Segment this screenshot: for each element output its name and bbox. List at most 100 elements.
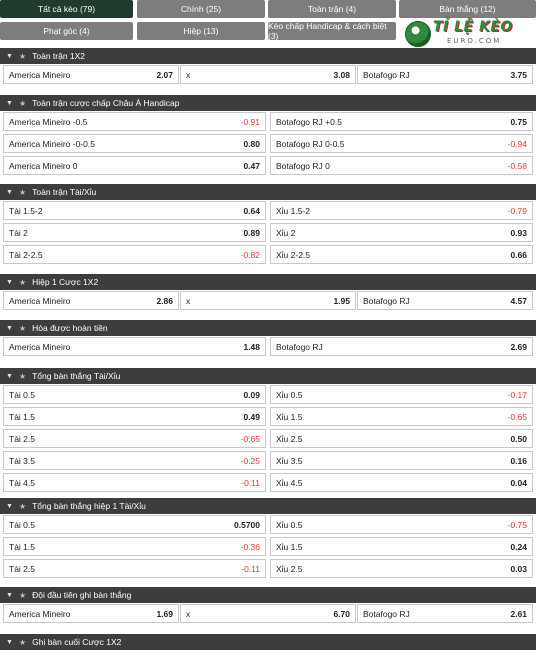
market-header[interactable]: ▼ ★ Tổng bàn thắng hiệp 1 Tài/Xỉu bbox=[0, 498, 536, 514]
selection-label: Botafogo RJ 0-0.5 bbox=[276, 138, 345, 149]
odds-cell[interactable]: America Mineiro -0-0.5 0.80 bbox=[3, 134, 266, 153]
odds-cell[interactable]: Xỉu 2.5 0.50 bbox=[270, 429, 533, 448]
selection-label: Xỉu 1.5-2 bbox=[276, 205, 311, 216]
collapse-chevron-icon[interactable]: ▼ bbox=[6, 324, 13, 332]
odds-cell[interactable]: Xỉu 2-2.5 0.66 bbox=[270, 245, 533, 264]
selection-label: Xỉu 1.5 bbox=[276, 411, 303, 422]
selection-label: Botafogo RJ bbox=[276, 341, 323, 352]
market-header[interactable]: ▼ ★ Hiệp 1 Cược 1X2 bbox=[0, 274, 536, 290]
odds-cell[interactable]: Xỉu 1.5 0.24 bbox=[270, 537, 533, 556]
collapse-chevron-icon[interactable]: ▼ bbox=[6, 591, 13, 599]
odds-cell[interactable]: Tài 0.5 0.09 bbox=[3, 385, 266, 404]
odds-cell[interactable]: Tài 2.5 -0.65 bbox=[3, 429, 266, 448]
odds-cell[interactable]: x 3.08 bbox=[180, 65, 356, 84]
favorite-star-icon[interactable]: ★ bbox=[18, 51, 27, 61]
selection-label: Tài 1.5 bbox=[9, 541, 35, 552]
market-header[interactable]: ▼ ★ Toàn trận 1X2 bbox=[0, 48, 536, 64]
odds-cell[interactable]: Tài 2-2.5 -0.82 bbox=[3, 245, 266, 264]
market-header[interactable]: ▼ ★ Hòa được hoàn tiền bbox=[0, 320, 536, 336]
collapse-chevron-icon[interactable]: ▼ bbox=[6, 188, 13, 196]
tab-all-markets[interactable]: Tất cả kèo (79) bbox=[0, 0, 133, 18]
favorite-star-icon[interactable]: ★ bbox=[18, 590, 27, 600]
odds-cell[interactable]: Botafogo RJ 3.75 bbox=[357, 65, 533, 84]
odds-value: 1.69 bbox=[156, 608, 173, 619]
market-header[interactable]: ▼ ★ Đội đầu tiên ghi bàn thắng bbox=[0, 587, 536, 603]
site-logo[interactable]: TỈ LỆ KÈO EURO.COM bbox=[401, 19, 533, 49]
tab-main[interactable]: Chính (25) bbox=[137, 0, 265, 18]
odds-cell[interactable]: Tài 1.5 -0.36 bbox=[3, 537, 266, 556]
odds-cell[interactable]: Botafogo RJ 2.61 bbox=[357, 604, 533, 623]
odds-cell[interactable]: Xỉu 2 0.93 bbox=[270, 223, 533, 242]
odds-cell[interactable]: Tài 3.5 -0.25 bbox=[3, 451, 266, 470]
odds-cell[interactable]: x 1.95 bbox=[180, 291, 356, 310]
odds-cell[interactable]: Tài 2 0.89 bbox=[3, 223, 266, 242]
odds-value: -0.11 bbox=[241, 477, 260, 488]
odds-cell[interactable]: America Mineiro -0.5 -0.91 bbox=[3, 112, 266, 131]
odds-cell[interactable]: Tài 2.5 -0.11 bbox=[3, 559, 266, 578]
tab-handicap[interactable]: Kèo chấp Handicap & cách biệt (3) bbox=[268, 21, 396, 41]
market-title: Hòa được hoàn tiền bbox=[32, 323, 108, 333]
odds-cell[interactable]: Tài 0.5 0.5700 bbox=[3, 515, 266, 534]
odds-cell[interactable]: Xỉu 1.5-2 -0.79 bbox=[270, 201, 533, 220]
odds-cell[interactable]: America Mineiro 2.07 bbox=[3, 65, 179, 84]
collapse-chevron-icon[interactable]: ▼ bbox=[6, 372, 13, 380]
favorite-star-icon[interactable]: ★ bbox=[18, 637, 27, 647]
odds-cell[interactable]: America Mineiro 2.86 bbox=[3, 291, 179, 310]
odds-value: 2.61 bbox=[510, 608, 527, 619]
tab-half[interactable]: Hiệp (13) bbox=[137, 22, 265, 40]
collapse-chevron-icon[interactable]: ▼ bbox=[6, 502, 13, 510]
odds-cell[interactable]: Xỉu 1.5 -0.65 bbox=[270, 407, 533, 426]
selection-label: x bbox=[186, 608, 191, 619]
odds-cell[interactable]: America Mineiro 1.69 bbox=[3, 604, 179, 623]
odds-cell[interactable]: Xỉu 0.5 -0.17 bbox=[270, 385, 533, 404]
selection-label: Botafogo RJ bbox=[363, 295, 410, 306]
market-header[interactable]: ▼ ★ Ghi bàn cuối Cược 1X2 bbox=[0, 634, 536, 650]
tab-goals[interactable]: Bàn thắng (12) bbox=[399, 0, 536, 18]
favorite-star-icon[interactable]: ★ bbox=[18, 277, 27, 287]
odds-cell[interactable]: Botafogo RJ 2.69 bbox=[270, 337, 533, 356]
favorite-star-icon[interactable]: ★ bbox=[18, 371, 27, 381]
odds-cell[interactable]: Xỉu 3.5 0.16 bbox=[270, 451, 533, 470]
market-header[interactable]: ▼ ★ Tổng bàn thắng Tài/Xỉu bbox=[0, 368, 536, 384]
odds-value: 0.64 bbox=[243, 205, 260, 216]
odds-cell[interactable]: Botafogo RJ 0-0.5 -0.94 bbox=[270, 134, 533, 153]
odds-value: 2.69 bbox=[510, 341, 527, 352]
market-header[interactable]: ▼ ★ Toàn trận cược chấp Châu Á Handicap bbox=[0, 95, 536, 111]
odds-value: -0.58 bbox=[507, 160, 527, 171]
favorite-star-icon[interactable]: ★ bbox=[18, 98, 27, 108]
odds-value: 1.95 bbox=[333, 295, 350, 306]
football-icon bbox=[405, 21, 431, 47]
logo-subtext: EURO.COM bbox=[447, 37, 502, 45]
tab-full-match[interactable]: Toàn trận (4) bbox=[268, 0, 396, 18]
selection-label: America Mineiro bbox=[9, 69, 71, 80]
odds-value: 4.57 bbox=[510, 295, 527, 306]
favorite-star-icon[interactable]: ★ bbox=[18, 501, 27, 511]
odds-cell[interactable]: Tài 1.5-2 0.64 bbox=[3, 201, 266, 220]
odds-cell[interactable]: America Mineiro 0 0.47 bbox=[3, 156, 266, 175]
odds-cell[interactable]: Tài 4.5 -0.11 bbox=[3, 473, 266, 492]
odds-cell[interactable]: Xỉu 2.5 0.03 bbox=[270, 559, 533, 578]
odds-cell[interactable]: Tài 1.5 0.49 bbox=[3, 407, 266, 426]
market-header[interactable]: ▼ ★ Toàn trận Tài/Xỉu bbox=[0, 184, 536, 200]
collapse-chevron-icon[interactable]: ▼ bbox=[6, 99, 13, 107]
selection-label: Tài 4.5 bbox=[9, 477, 35, 488]
odds-cell[interactable]: Botafogo RJ 0 -0.58 bbox=[270, 156, 533, 175]
selection-label: Botafogo RJ bbox=[363, 608, 410, 619]
collapse-chevron-icon[interactable]: ▼ bbox=[6, 52, 13, 60]
odds-cell[interactable]: Xỉu 0.5 -0.75 bbox=[270, 515, 533, 534]
odds-value: -0.82 bbox=[240, 249, 260, 260]
collapse-chevron-icon[interactable]: ▼ bbox=[6, 638, 13, 646]
tab-corners[interactable]: Phạt góc (4) bbox=[0, 22, 133, 40]
collapse-chevron-icon[interactable]: ▼ bbox=[6, 278, 13, 286]
odds-cell[interactable]: Botafogo RJ 4.57 bbox=[357, 291, 533, 310]
odds-cell[interactable]: Botafogo RJ +0.5 0.75 bbox=[270, 112, 533, 131]
odds-cell[interactable]: Xỉu 4.5 0.04 bbox=[270, 473, 533, 492]
odds-cell[interactable]: America Mineiro 1.48 bbox=[3, 337, 266, 356]
odds-cell[interactable]: x 6.70 bbox=[180, 604, 356, 623]
selection-label: America Mineiro 0 bbox=[9, 160, 78, 171]
favorite-star-icon[interactable]: ★ bbox=[18, 323, 27, 333]
selection-label: Xỉu 2 bbox=[276, 227, 296, 238]
odds-value: 2.86 bbox=[156, 295, 173, 306]
favorite-star-icon[interactable]: ★ bbox=[18, 187, 27, 197]
selection-label: Xỉu 2-2.5 bbox=[276, 249, 311, 260]
